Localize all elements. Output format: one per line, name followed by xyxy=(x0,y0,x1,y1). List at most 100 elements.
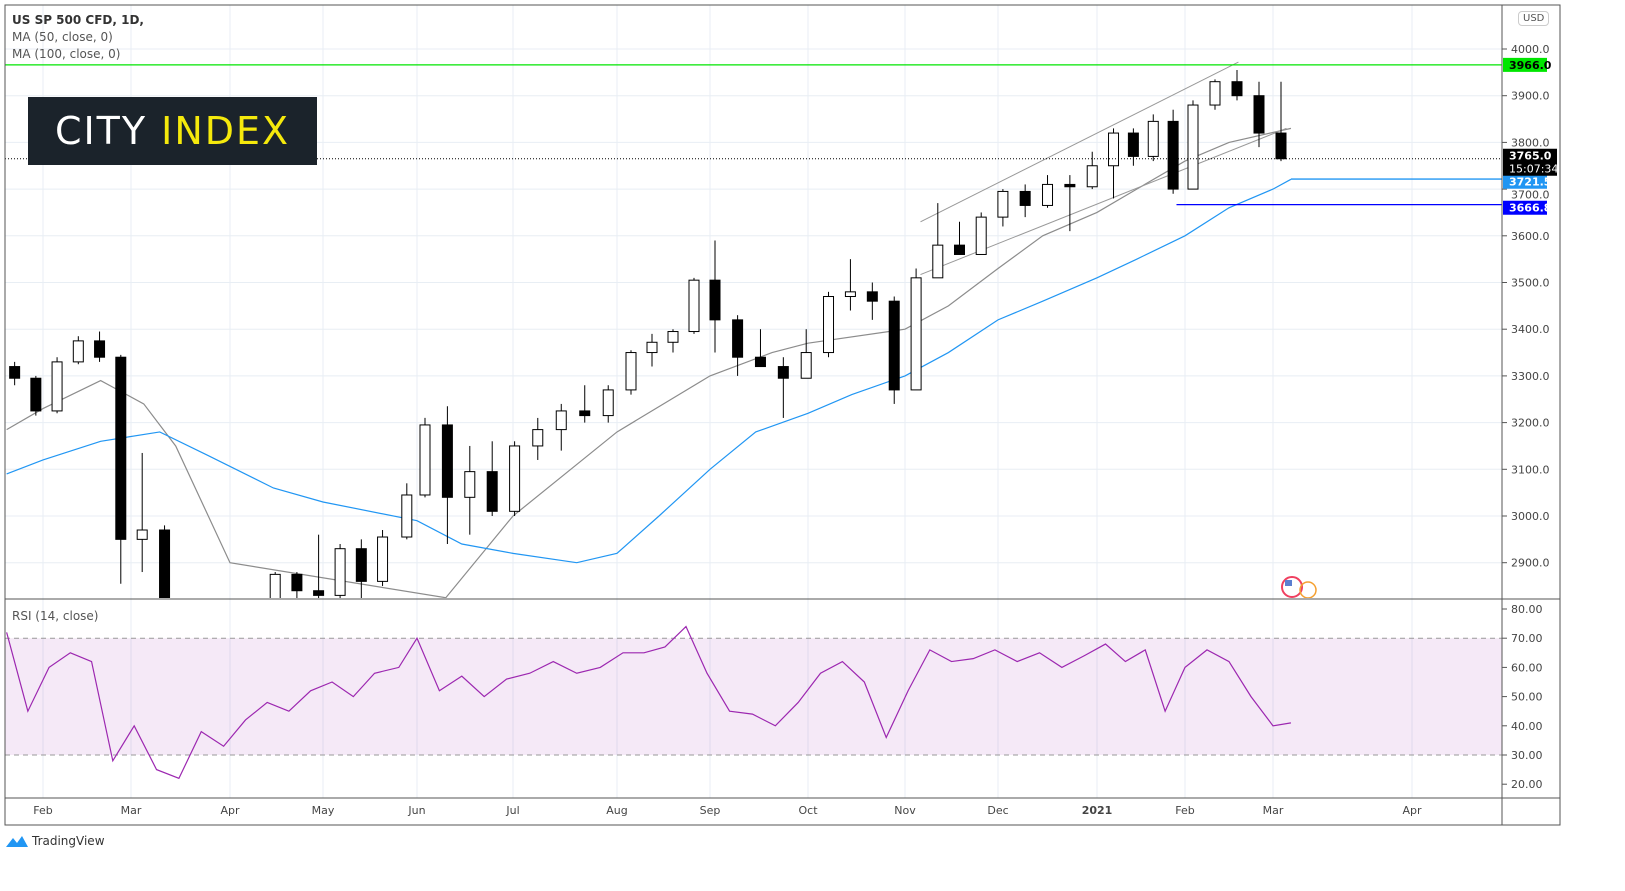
support2-price-label: 3666.8 xyxy=(1509,202,1551,215)
candle[interactable] xyxy=(888,296,900,404)
candle[interactable] xyxy=(313,534,325,614)
candle[interactable] xyxy=(30,375,42,416)
rsi-legend[interactable]: RSI (14, close) xyxy=(12,609,99,623)
chart-frame xyxy=(4,4,1561,826)
x-tick-label: Sep xyxy=(700,804,721,817)
ma100-legend[interactable]: MA (100, close, 0) xyxy=(12,47,121,61)
candle-body xyxy=(334,548,346,596)
ma100-line[interactable] xyxy=(6,178,1292,564)
channel-trendline[interactable] xyxy=(920,61,1239,223)
tradingview-branding[interactable]: TradingView xyxy=(6,834,105,848)
candle[interactable] xyxy=(1209,79,1221,110)
x-tick-label: Dec xyxy=(987,804,1008,817)
candle-body xyxy=(291,573,303,592)
candle[interactable] xyxy=(1064,175,1076,232)
candle-body xyxy=(94,340,106,358)
flag-ring xyxy=(1299,581,1317,598)
candle[interactable] xyxy=(159,525,171,656)
candle[interactable] xyxy=(823,291,835,358)
candle[interactable] xyxy=(291,572,303,642)
candle[interactable] xyxy=(1019,184,1031,218)
candle[interactable] xyxy=(975,212,987,255)
candle-body xyxy=(1019,190,1031,206)
candle[interactable] xyxy=(602,385,614,423)
candle-body xyxy=(709,279,721,321)
candle[interactable] xyxy=(932,203,944,279)
rsi-y-tick-label: 40.00 xyxy=(1511,720,1543,733)
candle[interactable] xyxy=(1167,109,1179,194)
candle[interactable] xyxy=(800,329,812,379)
candle[interactable] xyxy=(355,539,367,623)
candle-body xyxy=(1108,132,1120,167)
candle[interactable] xyxy=(1086,151,1098,190)
y-tick-label: 3400.0 xyxy=(1511,323,1550,336)
rsi-line[interactable] xyxy=(6,625,1292,780)
candle[interactable] xyxy=(777,357,789,418)
candle[interactable] xyxy=(1187,100,1199,190)
y-tick-label: 3600.0 xyxy=(1511,230,1550,243)
candle[interactable] xyxy=(115,354,127,584)
currency-badge[interactable]: USD xyxy=(1518,11,1550,26)
candle[interactable] xyxy=(401,483,413,540)
city-index-logo: CITY INDEX xyxy=(28,97,317,165)
x-tick-label: May xyxy=(312,804,335,817)
candle[interactable] xyxy=(1147,114,1159,162)
candle-body xyxy=(800,352,812,379)
candle[interactable] xyxy=(377,530,389,587)
candle-body xyxy=(823,296,835,354)
candle[interactable] xyxy=(1253,81,1265,148)
us-flag-event-icon[interactable] xyxy=(1281,576,1317,598)
bar-countdown-label: 15:07:34 xyxy=(1509,163,1558,176)
candle[interactable] xyxy=(579,385,591,423)
y-tick-label: 3300.0 xyxy=(1511,370,1550,383)
candle[interactable] xyxy=(646,333,658,367)
candle[interactable] xyxy=(844,259,856,311)
candle[interactable] xyxy=(732,315,744,376)
candle[interactable] xyxy=(1127,128,1139,166)
candle[interactable] xyxy=(688,277,700,334)
candle[interactable] xyxy=(136,452,148,573)
ma50-legend[interactable]: MA (50, close, 0) xyxy=(12,30,113,44)
candle[interactable] xyxy=(754,329,766,368)
ma50-line[interactable] xyxy=(6,127,1292,598)
candle-body xyxy=(888,300,900,391)
candle-body xyxy=(72,340,84,363)
rsi-pane[interactable] xyxy=(5,625,1502,780)
symbol-title[interactable]: US SP 500 CFD, 1D, xyxy=(12,13,144,27)
candle[interactable] xyxy=(486,441,498,516)
x-tick-label: Feb xyxy=(1175,804,1194,817)
candle[interactable] xyxy=(709,240,721,353)
candle[interactable] xyxy=(72,336,84,365)
candle[interactable] xyxy=(1231,70,1243,101)
candle[interactable] xyxy=(441,406,453,545)
candle[interactable] xyxy=(419,417,431,498)
candle[interactable] xyxy=(94,331,106,362)
candle[interactable] xyxy=(532,417,544,460)
candle[interactable] xyxy=(866,282,878,320)
candle[interactable] xyxy=(51,357,63,414)
candle-body xyxy=(441,424,453,498)
x-tick-label: Nov xyxy=(894,804,916,817)
candle-body xyxy=(954,244,965,255)
candle[interactable] xyxy=(667,329,679,353)
candle[interactable] xyxy=(625,350,637,395)
candle[interactable] xyxy=(464,445,476,535)
candle[interactable] xyxy=(910,268,922,391)
candle[interactable] xyxy=(954,221,965,255)
tradingview-label: TradingView xyxy=(32,834,105,848)
candle[interactable] xyxy=(334,544,346,609)
candle[interactable] xyxy=(997,189,1009,227)
last-price-label: 3765.0 xyxy=(1509,150,1552,163)
candle-body xyxy=(30,377,42,412)
x-tick-label: Apr xyxy=(1402,804,1422,817)
candle-body xyxy=(355,548,367,582)
channel-trendline[interactable] xyxy=(920,127,1287,276)
candle[interactable] xyxy=(269,572,281,628)
candle[interactable] xyxy=(1108,128,1120,199)
candle[interactable] xyxy=(555,403,567,451)
y-tick-label: 3200.0 xyxy=(1511,417,1550,430)
candle[interactable] xyxy=(1042,175,1054,208)
candle[interactable] xyxy=(9,361,21,386)
candle[interactable] xyxy=(509,441,521,516)
candle[interactable] xyxy=(1275,81,1287,162)
